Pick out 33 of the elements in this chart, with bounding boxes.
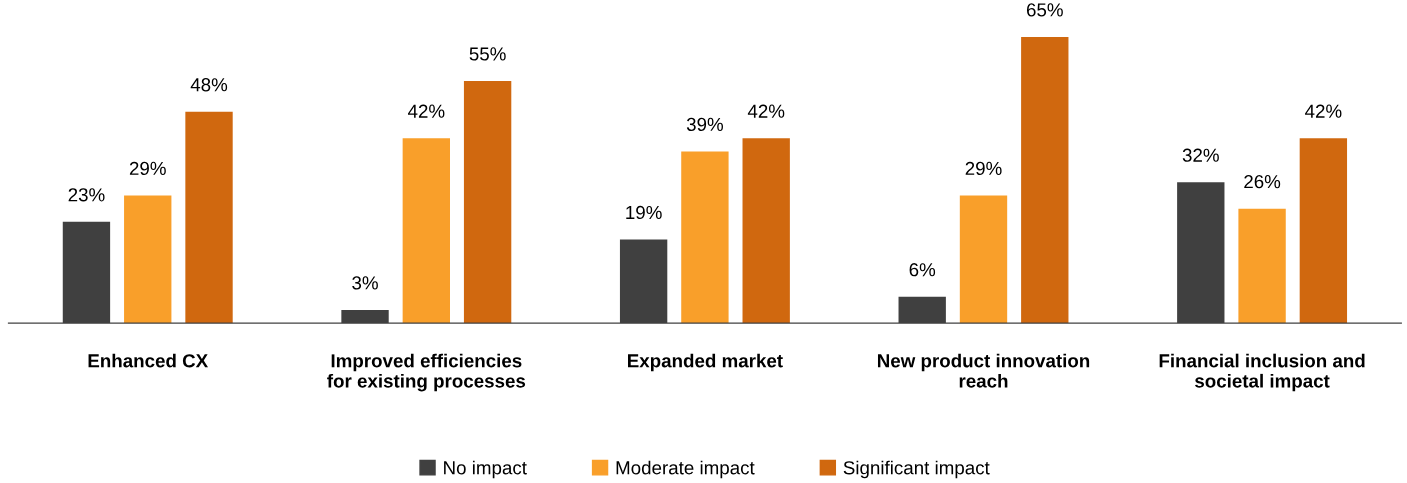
data-label: 65% — [1026, 3, 1063, 17]
bar — [742, 138, 790, 324]
legend-label: Moderate impact — [616, 460, 755, 479]
data-label: 6% — [909, 263, 936, 277]
data-label: 42% — [407, 104, 445, 118]
data-label: 23% — [68, 188, 105, 202]
bar — [681, 151, 729, 324]
data-label: 55% — [469, 47, 506, 61]
data-label: 3% — [352, 276, 378, 290]
data-label: 42% — [1305, 104, 1342, 118]
bar — [959, 195, 1008, 324]
x-tick-label: Improved efficiencies for existing processes — [327, 353, 526, 392]
data-label: 39% — [686, 117, 723, 132]
data-label: 48% — [190, 78, 228, 92]
bar — [1299, 138, 1348, 324]
bar — [463, 80, 512, 324]
data-label: 26% — [1244, 174, 1281, 189]
legend-label: No impact — [444, 460, 527, 479]
x-tick-label: Enhanced CX — [88, 353, 208, 368]
legend-label: Significant impact — [843, 460, 990, 479]
bar — [1238, 208, 1286, 324]
data-label: 42% — [747, 104, 785, 118]
data-label: 32% — [1182, 148, 1219, 162]
x-tick-label: Expanded market — [628, 353, 783, 372]
bar — [185, 111, 233, 324]
data-label: 29% — [129, 161, 166, 176]
bar — [1021, 36, 1069, 324]
bar — [124, 195, 172, 324]
data-label: 19% — [626, 205, 662, 220]
data-label: 29% — [965, 161, 1002, 176]
bar — [402, 138, 450, 324]
x-tick-label: New product innovation reach — [877, 353, 1090, 388]
x-tick-label: Financial inclusion and societal impact — [1159, 353, 1365, 392]
